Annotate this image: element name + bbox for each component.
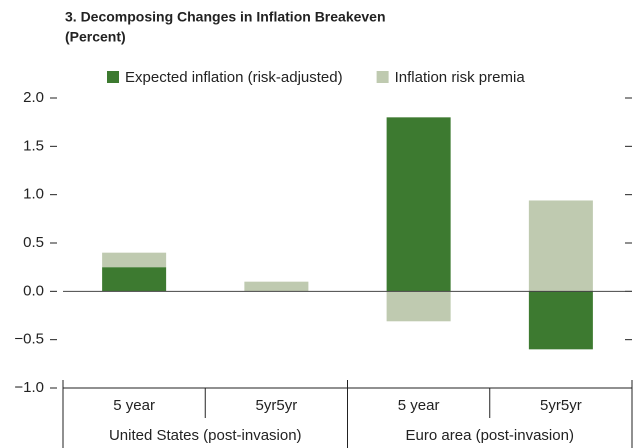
bar (386, 291, 451, 322)
legend-label: Inflation risk premia (395, 69, 526, 86)
bar (386, 117, 451, 292)
bar (102, 252, 167, 268)
chart-title: 3. Decomposing Changes in Inflation Brea… (65, 9, 386, 25)
x-tick-label: 5 year (398, 397, 440, 414)
group-label: United States (post-invasion) (109, 427, 302, 444)
chart-subtitle: (Percent) (65, 29, 126, 45)
bar (102, 267, 167, 292)
x-tick-label: 5 year (113, 397, 155, 414)
y-tick-label: −1.0 (14, 379, 44, 396)
legend-label: Expected inflation (risk-adjusted) (125, 69, 343, 86)
bar (528, 200, 593, 292)
x-tick-label: 5yr5yr (256, 397, 298, 414)
bar (528, 291, 593, 350)
legend-swatch (376, 71, 389, 83)
group-label: Euro area (post-invasion) (406, 427, 574, 444)
y-tick-label: 1.0 (23, 186, 44, 203)
y-tick-label: 2.0 (23, 89, 44, 106)
y-tick-label: 0.5 (23, 234, 44, 251)
y-tick-label: 0.0 (23, 282, 44, 299)
y-tick-label: −0.5 (14, 331, 44, 348)
legend-swatch (107, 71, 119, 83)
y-tick-label: 1.5 (23, 137, 44, 154)
bar (244, 281, 309, 292)
x-tick-label: 5yr5yr (540, 397, 582, 414)
